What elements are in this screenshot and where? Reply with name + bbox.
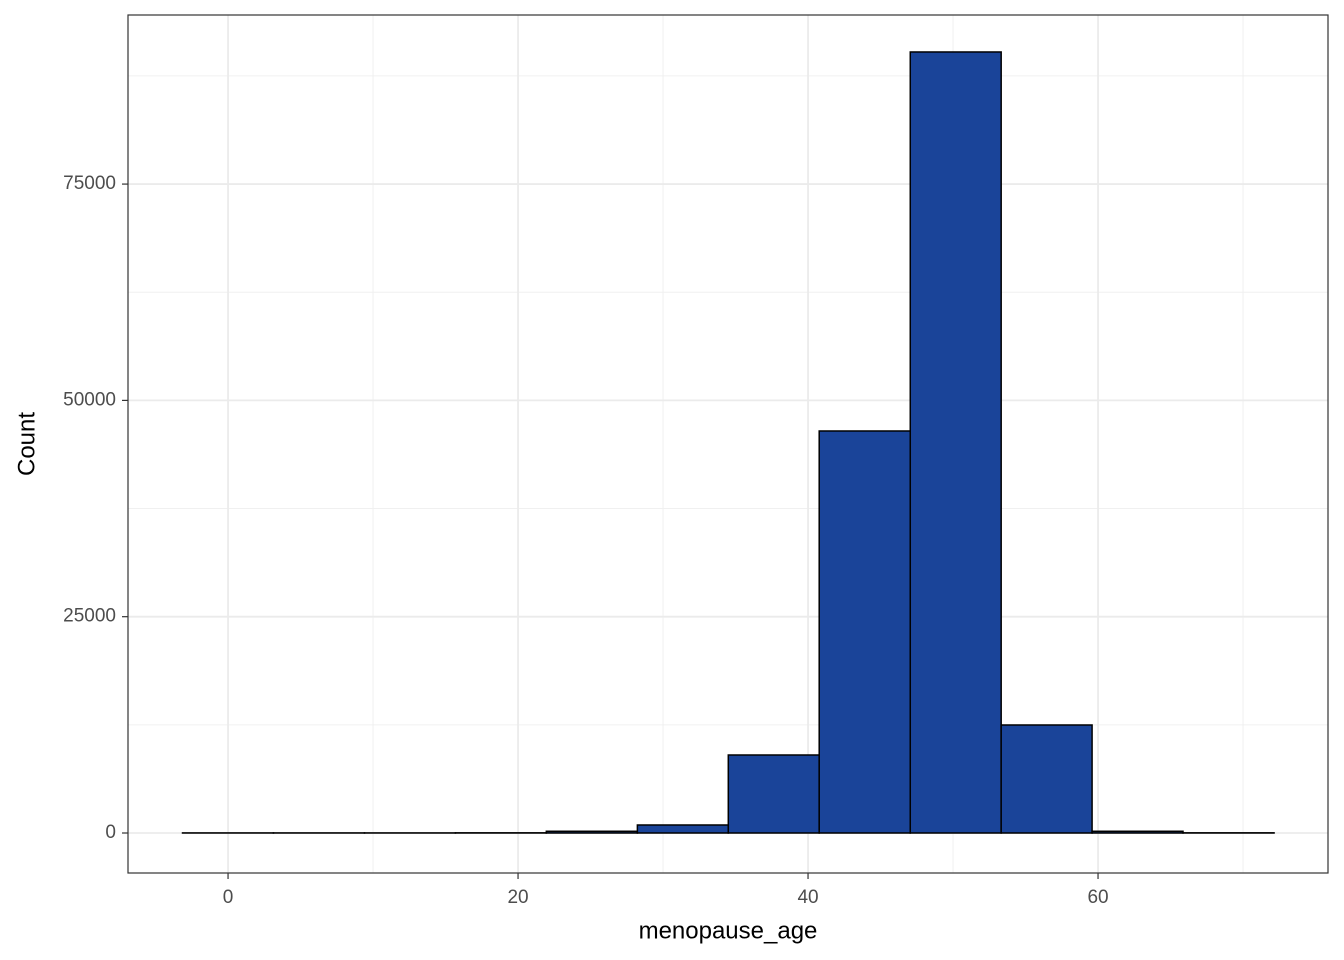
bar	[909, 51, 1002, 834]
bar	[1000, 724, 1093, 834]
bar	[727, 754, 820, 834]
bar	[636, 824, 730, 834]
bars	[181, 51, 1275, 834]
x-tick-label: 60	[1087, 887, 1108, 908]
x-tick-label: 40	[797, 887, 818, 908]
y-tick-label: 75000	[63, 173, 116, 194]
panel-border	[127, 14, 1329, 874]
y-tick-label: 25000	[63, 606, 116, 627]
ticks: 0 20 40 60 0 25000 50000 75000	[63, 173, 1108, 908]
bar	[818, 430, 912, 834]
y-tick-label: 50000	[63, 389, 116, 410]
x-tick-label: 20	[507, 887, 528, 908]
bar	[545, 830, 639, 834]
y-tick-label: 0	[105, 822, 116, 843]
x-axis-title: menopause_age	[639, 917, 818, 944]
y-axis-title: Count	[13, 412, 40, 476]
bar	[1091, 830, 1184, 834]
x-tick-label: 0	[223, 887, 234, 908]
